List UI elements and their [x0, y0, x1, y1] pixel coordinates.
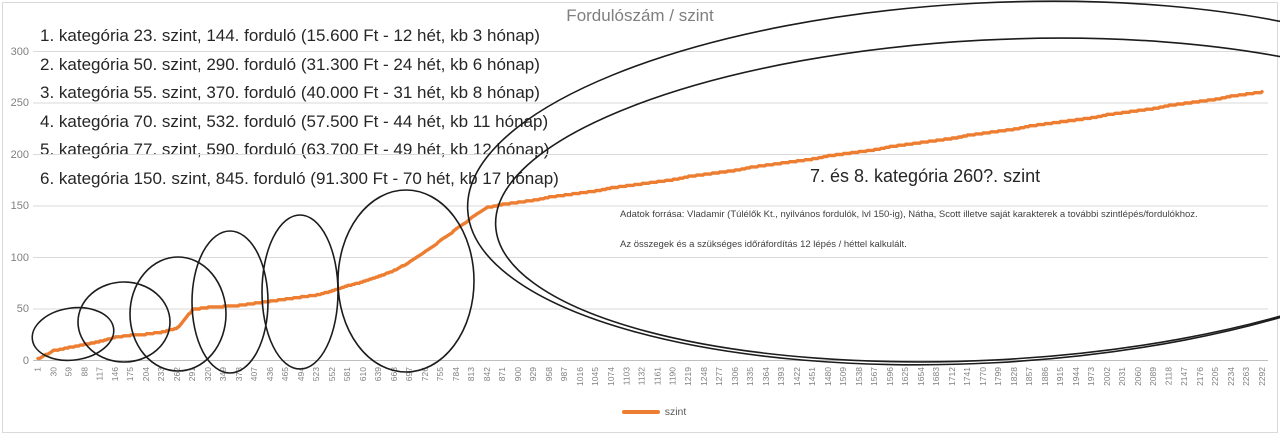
y-axis-tick-label: 200 [10, 148, 29, 161]
annotation-ellipse-4 [191, 230, 269, 374]
y-axis-tick-label: 50 [16, 303, 29, 315]
category-annotation-5: 5. kategória 77. szint, 590. forduló (63… [40, 140, 550, 160]
annotation-ellipse-5 [261, 214, 339, 370]
annotation-ellipse-8 [494, 37, 1280, 363]
data-source-note: Adatok forrása: Vladamir (Túlélők Kt., n… [620, 209, 1198, 220]
category-annotation-1: 1. kategória 23. szint, 144. forduló (15… [40, 26, 540, 45]
legend-swatch-icon [621, 410, 660, 414]
y-axis-tick-label: 250 [10, 97, 29, 109]
chart-title: Fordulószám / szint [566, 6, 714, 25]
category-annotations: 1. kategória 23. szint, 144. forduló (15… [40, 22, 559, 194]
annotation-ellipse-1 [31, 306, 115, 362]
y-axis-tick-label: 100 [10, 251, 29, 264]
future-categories-annotation: 7. és 8. kategória 260?. szint [810, 166, 1041, 186]
category-annotation-6: 6. kategória 150. szint, 845. forduló (9… [40, 168, 559, 188]
category-annotation-3: 3. kategória 55. szint, 370. forduló (40… [40, 83, 540, 103]
category-annotation-2: 2. kategória 50. szint, 290. forduló (31… [40, 54, 540, 74]
annotation-ellipse-2 [77, 281, 171, 363]
category-annotation-4: 4. kategória 70. szint, 532. forduló (57… [40, 111, 549, 131]
y-axis-tick-label: 300 [10, 45, 29, 58]
y-axis-tick-label: 0 [22, 354, 29, 367]
annotation-ellipse-6 [337, 189, 475, 373]
calculation-note: Az összegek és a szükséges időráfordítás… [620, 239, 907, 250]
annotation-ellipse-3 [129, 256, 227, 372]
legend-label: szint [664, 406, 687, 418]
y-axis-tick-label: 150 [10, 200, 29, 212]
annotation-ellipse-7 [466, 0, 1280, 366]
legend: szint [0, 406, 1280, 418]
